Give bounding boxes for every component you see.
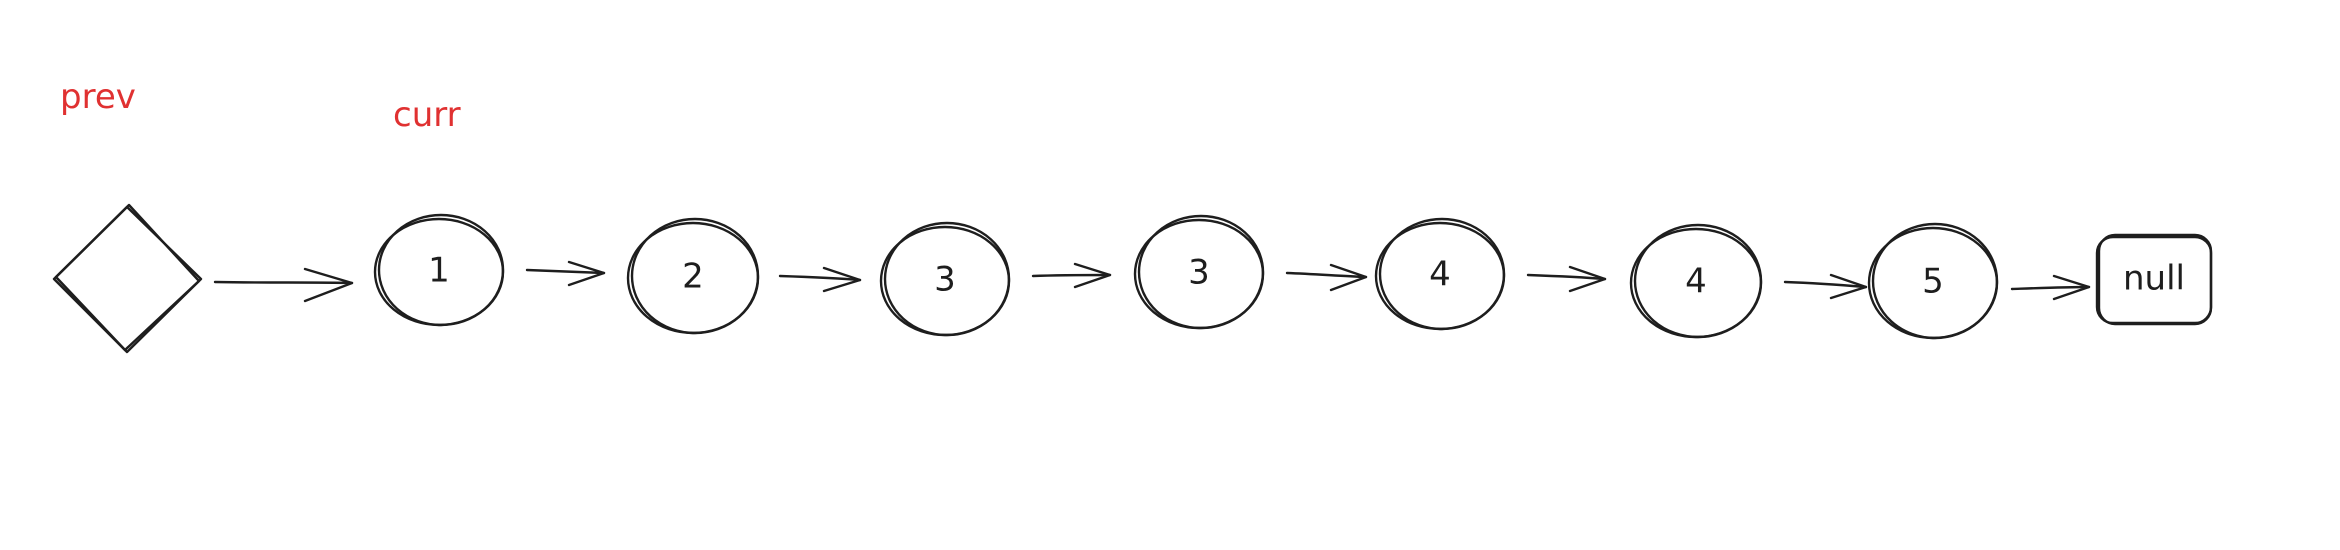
list-node: 2 (626, 217, 760, 335)
node-value: 2 (682, 257, 704, 297)
node-value: 5 (1922, 262, 1944, 302)
node-arrow (1783, 273, 1868, 300)
list-node: 3 (1133, 214, 1265, 330)
curr-pointer-label: curr (393, 95, 461, 135)
list-node: 1 (373, 213, 505, 327)
node-value: 3 (934, 260, 956, 300)
node-arrow (1031, 262, 1112, 289)
node-value: 4 (1429, 255, 1451, 295)
node-arrow (2010, 274, 2091, 301)
dummy-head-arrow (213, 267, 354, 303)
node-arrow (1526, 265, 1607, 293)
null-label: null (2123, 259, 2185, 299)
prev-pointer-label: prev (60, 77, 136, 117)
node-arrow (778, 266, 862, 293)
dummy-head-node (52, 203, 203, 354)
node-value: 1 (428, 251, 450, 291)
list-node: 5 (1867, 222, 1999, 340)
list-node: 4 (1374, 217, 1506, 331)
list-node: 4 (1629, 223, 1763, 339)
node-arrow (525, 260, 606, 287)
node-arrow (1285, 263, 1368, 292)
null-terminal-node: null (2095, 233, 2213, 326)
node-value: 3 (1188, 253, 1210, 293)
node-value: 4 (1685, 262, 1707, 302)
list-node: 3 (879, 221, 1011, 337)
